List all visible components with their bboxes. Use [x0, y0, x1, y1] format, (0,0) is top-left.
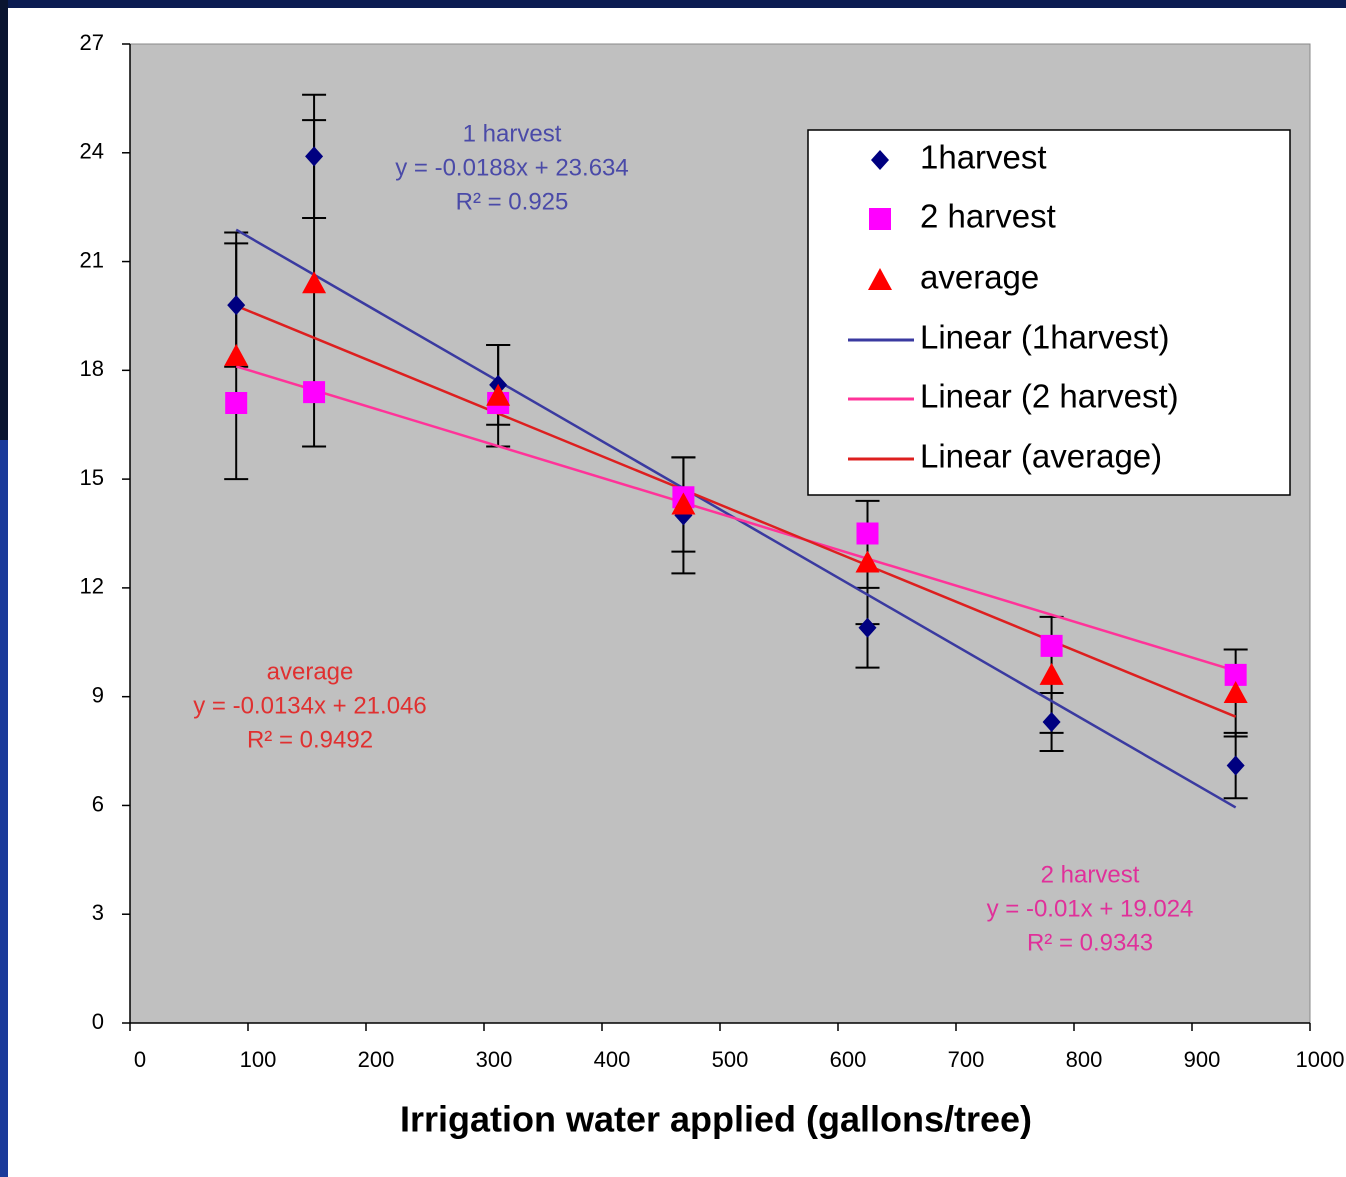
y-tick-label: 18: [80, 356, 104, 381]
triangle-marker: [868, 268, 892, 290]
x-tick-label: 500: [712, 1047, 749, 1072]
annotation: y = -0.0188x + 23.634: [395, 154, 629, 181]
square-marker: [869, 208, 891, 230]
diamond-marker: [1042, 712, 1061, 733]
diamond-marker: [858, 617, 877, 638]
x-tick-label: 400: [594, 1047, 631, 1072]
x-tick-label: 100: [240, 1047, 277, 1072]
triangle-marker: [855, 550, 880, 573]
top-band: [0, 0, 1346, 8]
y-tick-label: 0: [92, 1009, 104, 1034]
x-tick-label: 0: [134, 1047, 146, 1072]
x-tick-label: 1000: [1296, 1047, 1345, 1072]
triangle-marker: [1223, 681, 1248, 704]
x-tick-label: 900: [1184, 1047, 1221, 1072]
diamond-marker: [305, 146, 324, 167]
diamond-marker: [871, 150, 889, 170]
annotation: y = -0.01x + 19.024: [987, 895, 1194, 922]
triangle-marker: [486, 383, 511, 406]
legend-box: [807, 129, 1291, 496]
annotation: R² = 0.925: [456, 188, 569, 215]
triangle-marker: [671, 492, 696, 515]
y-tick-label: 27: [80, 30, 104, 55]
left-band: [0, 0, 8, 1177]
triangle-marker: [224, 343, 249, 366]
triangle-marker: [302, 271, 327, 294]
diamond-marker: [227, 295, 246, 316]
square-marker: [856, 522, 879, 545]
x-axis-label: Irrigation water applied (gallons/tree): [400, 1099, 1032, 1140]
trendline: [235, 365, 1237, 673]
y-tick-label: 12: [80, 574, 104, 599]
diamond-marker: [1226, 755, 1245, 776]
y-tick-label: 21: [80, 247, 104, 272]
square-marker: [303, 381, 326, 404]
legend-label: Linear (1harvest): [920, 319, 1169, 356]
annotation: 2 harvest: [1041, 861, 1140, 888]
legend-label: 1harvest: [920, 139, 1047, 176]
annotation: R² = 0.9343: [1027, 929, 1153, 956]
x-tick-label: 200: [358, 1047, 395, 1072]
square-marker: [1224, 663, 1247, 686]
y-tick-label: 9: [92, 682, 104, 707]
left-band-dark: [0, 0, 8, 440]
y-tick-label: 24: [80, 139, 104, 164]
x-tick-label: 800: [1066, 1047, 1103, 1072]
legend-label: Linear (average): [920, 438, 1162, 475]
x-tick-label: 600: [830, 1047, 867, 1072]
y-tick-label: 3: [92, 900, 104, 925]
triangle-marker: [1039, 662, 1064, 685]
square-marker: [1040, 634, 1063, 657]
square-marker: [225, 391, 248, 414]
x-tick-label: 700: [948, 1047, 985, 1072]
legend-label: 2 harvest: [920, 198, 1056, 235]
trendline: [235, 304, 1237, 718]
legend-label: average: [920, 259, 1039, 296]
x-tick-label: 300: [476, 1047, 513, 1072]
annotation: y = -0.0134x + 21.046: [193, 692, 427, 719]
legend-label: Linear (2 harvest): [920, 378, 1179, 415]
annotation: average: [267, 658, 354, 685]
y-tick-label: 6: [92, 791, 104, 816]
y-tick-label: 15: [80, 465, 104, 490]
annotation: R² = 0.9492: [247, 726, 373, 753]
annotation: 1 harvest: [463, 120, 562, 147]
